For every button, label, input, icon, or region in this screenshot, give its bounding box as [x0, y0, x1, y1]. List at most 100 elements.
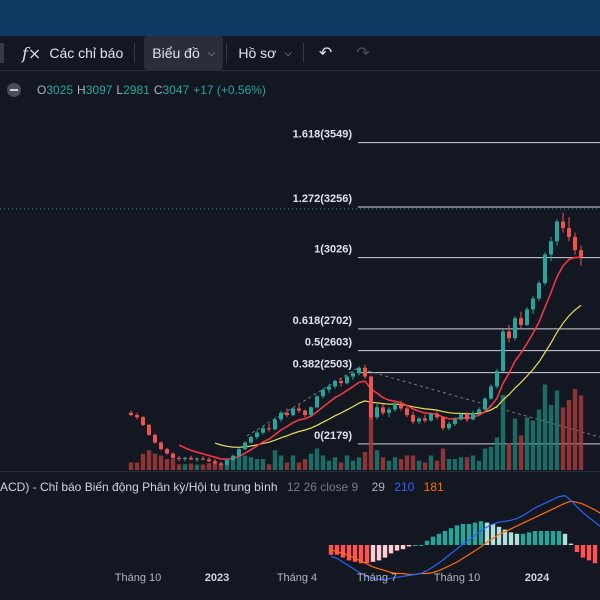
macd-signal-line [330, 500, 600, 576]
volume-bar [434, 460, 440, 470]
profile-menu-button[interactable]: Hồ sơ ⌵ [230, 36, 300, 70]
volume-bar [410, 455, 416, 470]
macd-histogram-bar [460, 524, 466, 545]
time-axis-label: Tháng 10 [433, 572, 481, 584]
volume-bar [290, 455, 296, 470]
macd-histogram-bar [484, 522, 490, 545]
top-header-bar [0, 0, 600, 36]
candle-body [411, 415, 415, 422]
volume-bar [218, 463, 224, 470]
volume-bar [464, 457, 470, 470]
macd-histogram-bar [586, 545, 592, 561]
volume-bar [416, 460, 422, 470]
macd-histogram-bar [436, 533, 442, 545]
volume-bar [350, 460, 356, 470]
indicators-button[interactable]: f× Các chỉ báo [14, 36, 131, 70]
volume-bar [578, 395, 584, 470]
pane-separator[interactable] [0, 471, 600, 472]
candle-body [333, 380, 337, 387]
fast-moving-average-line [178, 256, 582, 461]
undo-button[interactable]: ↶ [307, 36, 344, 70]
collapse-legend-icon[interactable] [7, 83, 21, 97]
time-axis[interactable]: Tháng 10 2023 Tháng 4 Tháng 7 Tháng 10 2024 [0, 566, 600, 590]
time-axis-label: Tháng 4 [276, 572, 318, 584]
macd-histogram-bar [394, 545, 400, 551]
volume-bar [152, 453, 158, 470]
macd-histogram-bar [454, 525, 460, 545]
chevron-down-icon: ⌵ [284, 47, 292, 59]
volume-bar [308, 453, 314, 470]
volume-bar [302, 459, 308, 470]
candle-body [285, 412, 289, 416]
volume-bar [446, 459, 452, 470]
macd-line-value: 210 [394, 480, 415, 494]
candle-body [363, 367, 367, 377]
candle-body [447, 423, 451, 429]
volume-bar [254, 459, 260, 470]
candle-body [273, 419, 277, 430]
macd-histogram-bar [346, 545, 352, 561]
macd-histogram-bar [340, 545, 346, 558]
candle-body [423, 418, 427, 421]
candle-body [495, 371, 499, 387]
volume-bar [422, 462, 428, 470]
change-value: +17 (+0.56%) [193, 83, 266, 97]
candle-body [231, 455, 235, 461]
candle-body [399, 404, 403, 409]
candle-body [507, 331, 511, 339]
close-value: 3047 [162, 83, 190, 97]
fib-level-label: 0.382(2503) [293, 359, 353, 371]
high-value: 3097 [85, 83, 113, 97]
candle-body [459, 413, 463, 420]
macd-histogram-bar [430, 536, 436, 545]
volume-bar [482, 448, 488, 470]
time-axis-label: 2023 [204, 572, 230, 584]
macd-histogram-bar [442, 531, 448, 545]
candle-body [417, 418, 421, 422]
volume-bar [236, 455, 242, 470]
candle-body [483, 398, 487, 410]
candle-body [471, 412, 475, 420]
macd-histogram-bar [400, 545, 406, 550]
chart-menu-button[interactable]: Biểu đồ ⌵ [144, 36, 224, 70]
volume-bar [530, 420, 536, 470]
fib-level-label: 0(2179) [314, 430, 352, 442]
volume-bar [458, 457, 464, 470]
candle-body [243, 442, 247, 450]
volume-bar [392, 457, 398, 470]
candle-body [201, 458, 205, 460]
candle-body [453, 419, 457, 424]
macd-histogram-bar [502, 529, 508, 545]
redo-button[interactable]: ↷ [344, 36, 381, 70]
candle-body [183, 457, 187, 460]
volume-bar [266, 464, 272, 470]
macd-histogram-bar [550, 531, 556, 545]
candle-body [489, 386, 493, 399]
volume-bar [572, 389, 578, 470]
volume-bar [128, 462, 134, 470]
candle-body [357, 367, 361, 374]
macd-histogram-bar [352, 545, 358, 562]
redo-icon: ↷ [356, 45, 370, 62]
indicators-label: Các chỉ báo [49, 45, 124, 61]
volume-bar [512, 418, 518, 470]
volume-bar [374, 450, 380, 470]
macd-histogram-bar [418, 545, 424, 546]
macd-histogram-bar [382, 545, 388, 558]
candle-body [579, 250, 583, 257]
macd-histogram-bar [520, 533, 526, 545]
candle-body [327, 386, 331, 390]
macd-histogram-bar [574, 545, 580, 552]
candle-body [555, 221, 559, 242]
macd-histogram-bar [364, 545, 370, 564]
volume-bar [230, 459, 236, 470]
macd-histogram-bar [424, 540, 430, 545]
candle-body [165, 449, 169, 454]
macd-histogram-bar [544, 531, 550, 545]
candle-body [129, 412, 133, 416]
chart-menu-label: Biểu đồ [152, 45, 200, 61]
volume-bar [518, 435, 524, 470]
candle-body [429, 413, 433, 421]
macd-indicator-name: ACD) - Chỉ báo Biến động Phân kỳ/Hội tụ … [0, 480, 278, 494]
